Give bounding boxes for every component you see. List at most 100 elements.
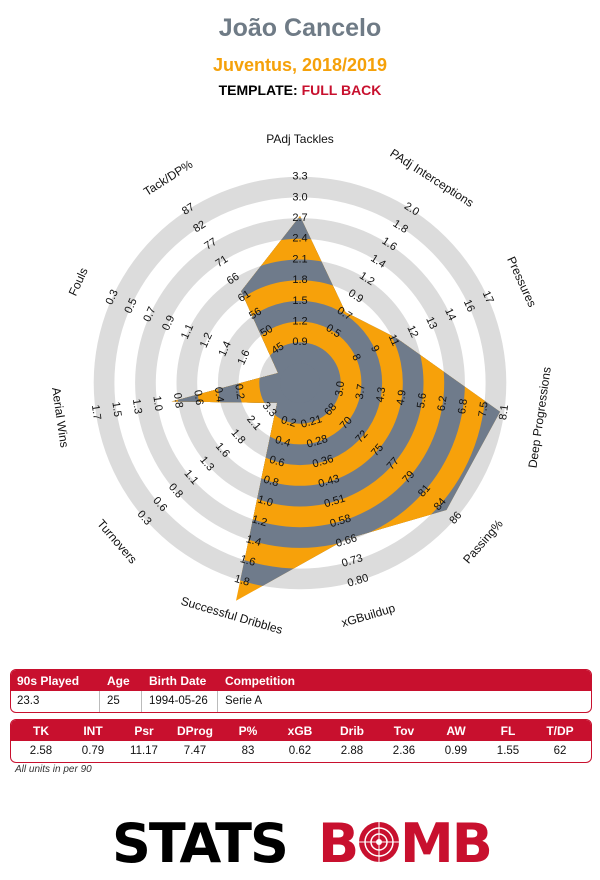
- radar-tick-label: 2.1: [292, 253, 307, 265]
- radar-tick-label: 1.8: [233, 573, 251, 589]
- header-psr: Psr: [134, 724, 154, 738]
- radar-axis-label: Aerial Wins: [49, 386, 72, 448]
- radar-tick-label: 1.3: [130, 398, 144, 415]
- template-label: TEMPLATE:: [218, 82, 298, 98]
- radar-tick-label: 1.0: [256, 493, 274, 509]
- radar-tick-label: 0.4: [212, 386, 226, 403]
- radar-tick-label: 0.5: [122, 296, 139, 315]
- radar-chart: 0.9 1.2 1.5 1.8 2.1 2.4 2.7 3.0 3.3 PAdj Tackles 0…: [49, 132, 554, 637]
- header-t-dp: T/DP: [546, 724, 574, 738]
- radar-tick-label: 0.2: [232, 383, 246, 400]
- radar-tick-label: 0.80: [346, 572, 370, 590]
- logo-bomb-icon: [357, 820, 401, 864]
- radar-tick-label: 1.6: [235, 348, 252, 367]
- divider: [217, 691, 218, 712]
- radar-tick-label: 1.8: [292, 274, 307, 286]
- stats-summary-table: TK INT Psr DProg P% xGB Drib Tov AW FL T…: [10, 719, 592, 763]
- radar-tick-label: 1.5: [109, 401, 123, 418]
- radar-tick-label: 1.2: [250, 513, 268, 529]
- value-competition: Serie A: [225, 695, 263, 707]
- radar-tick-label: 0.2: [279, 414, 297, 430]
- radar-tick-label: 0.4: [274, 434, 292, 450]
- radar-tick-label: 1.4: [244, 533, 262, 549]
- logo-stats-text: STATS: [112, 812, 287, 875]
- header-pass-pct: P%: [238, 724, 258, 738]
- header-fl: FL: [500, 724, 516, 738]
- header-90s-played: 90s Played: [17, 674, 80, 688]
- template-value: FULL BACK: [301, 82, 382, 98]
- player-info-header-row: 90s Played Age Birth Date Competition: [11, 670, 591, 691]
- radar-tick-label: 9: [368, 344, 381, 355]
- radar-axis-label: Deep Progressions: [525, 366, 553, 469]
- value-pass-pct: 83: [241, 745, 255, 757]
- value-psr: 11.17: [130, 745, 158, 757]
- radar-tick-label: 3.3: [292, 171, 307, 183]
- radar-tick-label: 3.0: [333, 380, 347, 397]
- radar-tick-label: 12: [404, 324, 420, 340]
- radar-tick-label: 8.1: [497, 404, 511, 421]
- header-drib: Drib: [340, 724, 364, 738]
- value-birth-date: 1994-05-26: [149, 695, 208, 707]
- radar-tick-label: 1.0: [150, 395, 164, 412]
- value-xgb: 0.62: [288, 745, 312, 757]
- value-tov: 2.36: [392, 745, 416, 757]
- radar-tick-label: 0.8: [262, 474, 280, 490]
- radar-tick-label: 61: [236, 288, 253, 305]
- radar-tick-label: 1.6: [239, 553, 257, 569]
- radar-tick-label: 0.28: [305, 433, 329, 451]
- value-fl: 1.55: [496, 745, 520, 757]
- radar-tick-label: 71: [214, 253, 231, 270]
- radar-tick-label: 0.9: [160, 314, 177, 333]
- radar-tick-label: 56: [247, 305, 264, 322]
- radar-tick-label: 6.8: [456, 398, 470, 415]
- radar-tick-label: 66: [225, 271, 242, 288]
- value-dprog: 7.47: [183, 745, 207, 757]
- team-season-subtitle: Juventus, 2018/2019: [212, 55, 388, 75]
- radar-tick-label: 1.1: [179, 322, 196, 341]
- radar-tick-label: 1.2: [292, 316, 307, 328]
- header-int: INT: [83, 724, 103, 738]
- radar-tick-label: 0.21: [300, 413, 324, 431]
- radar-tick-label: 0.58: [329, 513, 353, 531]
- radar-tick-label: 11: [386, 333, 402, 348]
- radar-tick-label: 3.7: [354, 383, 368, 400]
- value-int: 0.79: [81, 745, 105, 757]
- radar-tick-label: 0.6: [268, 454, 286, 470]
- radar-axis-label: PAdj Tackles: [266, 132, 334, 146]
- player-name: João Cancelo: [218, 14, 382, 42]
- radar-axis-label: Fouls: [66, 266, 91, 299]
- radar-data-center: [280, 363, 320, 403]
- value-90s-played: 23.3: [17, 695, 40, 707]
- header-birth-date: Birth Date: [149, 674, 207, 688]
- radar-tick-label: 1.5: [292, 295, 307, 307]
- header-tov: Tov: [393, 724, 415, 738]
- radar-tick-label: 6.2: [436, 395, 450, 412]
- radar-tick-label: 87: [180, 201, 197, 218]
- radar-tick-label: 45: [270, 340, 287, 357]
- radar-tick-label: 2.7: [292, 212, 307, 224]
- player-info-table: 90s Played Age Birth Date Competition 23…: [10, 669, 592, 713]
- header-aw: AW: [446, 724, 466, 738]
- radar-tick-label: 16: [461, 298, 477, 314]
- radar-tick-label: 0.8: [171, 392, 185, 409]
- template-line: TEMPLATE: FULL BACK: [0, 82, 600, 98]
- radar-tick-label: 0.36: [311, 453, 335, 471]
- stats-value-row: 2.58 0.79 11.17 7.47 83 0.62 2.88 2.36 0…: [11, 741, 591, 761]
- value-drib: 2.88: [340, 745, 364, 757]
- player-info-value-row: 23.3 25 1994-05-26 Serie A: [11, 691, 591, 711]
- radar-tick-label: 8: [349, 352, 362, 363]
- value-tk: 2.58: [29, 745, 53, 757]
- logo-mb-text: MB: [400, 812, 491, 875]
- radar-tick-label: 4.3: [374, 386, 388, 403]
- radar-tick-label: 14: [442, 306, 458, 322]
- radar-tick-label: 0.9: [292, 336, 307, 348]
- radar-tick-label: 0.66: [335, 532, 359, 550]
- value-aw: 0.99: [444, 745, 468, 757]
- stats-header-row: TK INT Psr DProg P% xGB Drib Tov AW FL T…: [11, 720, 591, 741]
- radar-tick-label: 4.9: [395, 389, 409, 406]
- radar-tick-label: 0.43: [317, 473, 341, 491]
- radar-tick-label: 5.6: [415, 392, 429, 409]
- radar-tick-label: 13: [423, 315, 439, 331]
- radar-tick-label: 0.73: [340, 552, 364, 570]
- radar-tick-label: 82: [191, 218, 208, 235]
